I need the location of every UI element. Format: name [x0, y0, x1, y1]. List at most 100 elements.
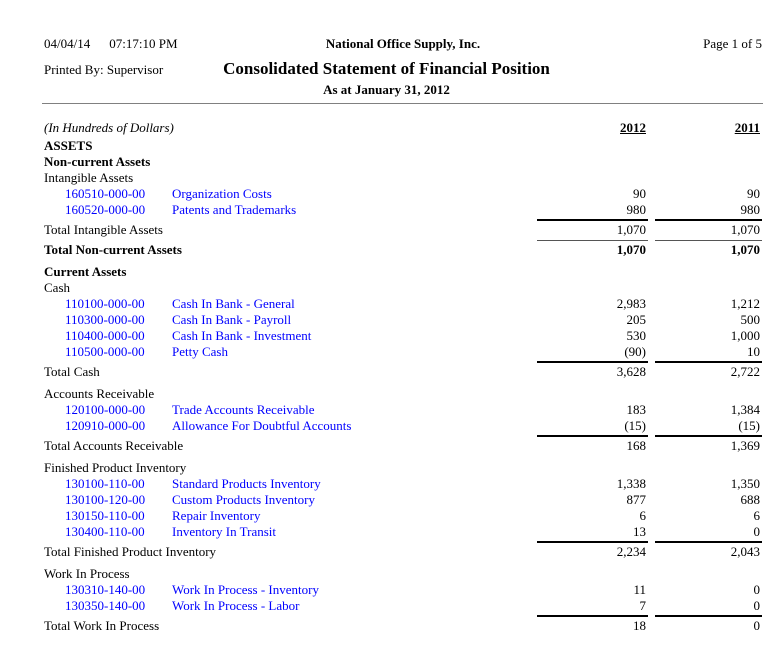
- report-subtitle: As at January 31, 2012: [323, 82, 450, 97]
- account-row: 110300-000-00 Cash In Bank - Payroll 205 50…: [44, 311, 762, 327]
- account-row: 130100-110-00 Standard Products Inventory…: [44, 475, 762, 491]
- account-description-link[interactable]: Cash In Bank - General: [172, 296, 295, 311]
- header-datetime: 04/04/14 07:17:10 PM: [44, 36, 215, 52]
- value-2011: 500: [740, 312, 761, 327]
- account-code-link[interactable]: 130150-110-00: [65, 508, 145, 523]
- account-description-link[interactable]: Repair Inventory: [172, 508, 261, 523]
- col-header-2012: 2012: [537, 120, 648, 135]
- header-rule: [42, 103, 763, 104]
- account-code-link[interactable]: 110400-000-00: [65, 328, 145, 343]
- value-2012: 7: [639, 598, 647, 613]
- account-code-link[interactable]: 110300-000-00: [65, 312, 145, 327]
- account-row: 120100-000-00 Trade Accounts Receivable 18…: [44, 401, 762, 417]
- row-label: Non-current Assets: [44, 154, 151, 169]
- account-code-link[interactable]: 160520-000-00: [65, 202, 146, 217]
- report-date: 04/04/14: [44, 36, 91, 51]
- report-rows: ASSETS Non-current Assets Intangible Asset…: [44, 137, 762, 633]
- account-code-link[interactable]: 120100-000-00: [65, 402, 146, 417]
- row-label: ASSETS: [44, 138, 93, 153]
- account-row: 130310-140-00 Work In Process - Inventory…: [44, 581, 762, 597]
- value-2011: 980: [740, 202, 761, 217]
- account-description-link[interactable]: Patents and Trademarks: [172, 202, 297, 217]
- column-header-row: (In Hundreds of Dollars) 2012 2011: [44, 120, 762, 135]
- company-name: National Office Supply, Inc.: [325, 36, 481, 51]
- report-time: 07:17:10 PM: [109, 36, 178, 51]
- account-description-link[interactable]: Trade Accounts Receivable: [172, 402, 315, 417]
- value-2011: 6: [753, 508, 761, 523]
- report-title: Consolidated Statement of Financial Posi…: [223, 59, 550, 78]
- col-header-2011: 2011: [655, 120, 762, 135]
- account-row: 110400-000-00 Cash In Bank - Investment 53…: [44, 327, 762, 343]
- account-description-link[interactable]: Custom Products Inventory: [172, 492, 315, 507]
- value-2011: 2,722: [655, 361, 762, 379]
- total-row: Total Intangible Assets 1,070 1,070: [44, 219, 762, 237]
- account-description-link[interactable]: Allowance For Doubtful Accounts: [172, 418, 352, 433]
- account-code-link[interactable]: 130100-120-00: [65, 492, 146, 507]
- value-2012: (15): [624, 418, 646, 433]
- account-row: 110500-000-00 Petty Cash (90) 10: [44, 343, 762, 359]
- account-code-link[interactable]: 160510-000-00: [65, 186, 146, 201]
- col-header-2011-text: 2011: [734, 120, 760, 135]
- row-label: Total Cash: [44, 364, 100, 379]
- row-label: Total Work In Process: [44, 618, 160, 633]
- total-row: Total Accounts Receivable 168 1,369: [44, 435, 762, 453]
- value-2012: 205: [626, 312, 647, 327]
- value-2012: 3,628: [537, 361, 648, 379]
- value-2011: 90: [747, 186, 760, 201]
- account-row: 120910-000-00 Allowance For Doubtful Acco…: [44, 417, 762, 433]
- value-2012: 90: [633, 186, 646, 201]
- account-description-link[interactable]: Organization Costs: [172, 186, 272, 201]
- value-2011: 2,043: [655, 541, 762, 559]
- row-label: Finished Product Inventory: [44, 460, 187, 475]
- value-2011: 0: [655, 615, 762, 633]
- value-2012: 11: [633, 582, 646, 597]
- value-2012: 183: [626, 402, 647, 417]
- value-2011: 1,350: [730, 476, 760, 491]
- account-description-link[interactable]: Cash In Bank - Payroll: [172, 312, 292, 327]
- account-code-link[interactable]: 130350-140-00: [65, 598, 146, 613]
- account-row: 130100-120-00 Custom Products Inventory 87…: [44, 491, 762, 507]
- account-description-link[interactable]: Petty Cash: [172, 344, 228, 359]
- account-row: 160510-000-00 Organization Costs 90 90: [44, 185, 762, 201]
- value-2012: 877: [626, 492, 647, 507]
- account-description-link[interactable]: Cash In Bank - Investment: [172, 328, 312, 343]
- section-label-row: Intangible Assets: [44, 169, 762, 185]
- value-2012: 1,338: [616, 476, 646, 491]
- account-row: 130150-110-00 Repair Inventory 6 6: [44, 507, 762, 523]
- account-code-link[interactable]: 130310-140-00: [65, 582, 146, 597]
- unit-note: (In Hundreds of Dollars): [44, 120, 174, 135]
- account-description-link[interactable]: Work In Process - Labor: [172, 598, 300, 613]
- account-code-link[interactable]: 130400-110-00: [65, 524, 145, 539]
- account-code-link[interactable]: 130100-110-00: [65, 476, 145, 491]
- section-label-row: Accounts Receivable: [44, 385, 762, 401]
- account-code-link[interactable]: 110500-000-00: [65, 344, 145, 359]
- total-row: Total Cash 3,628 2,722: [44, 361, 762, 379]
- row-label: Total Accounts Receivable: [44, 438, 184, 453]
- value-2011: 1,000: [730, 328, 760, 343]
- section-label-row: Work In Process: [44, 565, 762, 581]
- value-2012: 2,983: [616, 296, 646, 311]
- account-description-link[interactable]: Inventory In Transit: [172, 524, 276, 539]
- row-label: Total Non-current Assets: [44, 242, 182, 257]
- value-2011: 0: [753, 582, 761, 597]
- row-label: Current Assets: [44, 264, 127, 279]
- account-row: 110100-000-00 Cash In Bank - General 2,983…: [44, 295, 762, 311]
- section-label-row: Non-current Assets: [44, 153, 762, 169]
- account-code-link[interactable]: 120910-000-00: [65, 418, 146, 433]
- value-2012: 1,070: [537, 219, 648, 237]
- total-row: Total Finished Product Inventory 2,234 2,0…: [44, 541, 762, 559]
- account-description-link[interactable]: Work In Process - Inventory: [172, 582, 319, 597]
- section-label-row: Current Assets: [44, 263, 762, 279]
- section-label-row: Cash: [44, 279, 762, 295]
- value-2011: 0: [753, 524, 761, 539]
- printed-by-label: Printed By: Supervisor: [44, 62, 164, 77]
- value-2012: 168: [537, 435, 648, 453]
- value-2011: (15): [738, 418, 760, 433]
- account-code-link[interactable]: 110100-000-00: [65, 296, 145, 311]
- row-label: Total Finished Product Inventory: [44, 544, 217, 559]
- section-label-row: Finished Product Inventory: [44, 459, 762, 475]
- total-row: Total Non-current Assets 1,070 1,070: [44, 240, 762, 257]
- account-description-link[interactable]: Standard Products Inventory: [172, 476, 321, 491]
- account-row: 130350-140-00 Work In Process - Labor 7 0: [44, 597, 762, 613]
- value-2012: 2,234: [537, 541, 648, 559]
